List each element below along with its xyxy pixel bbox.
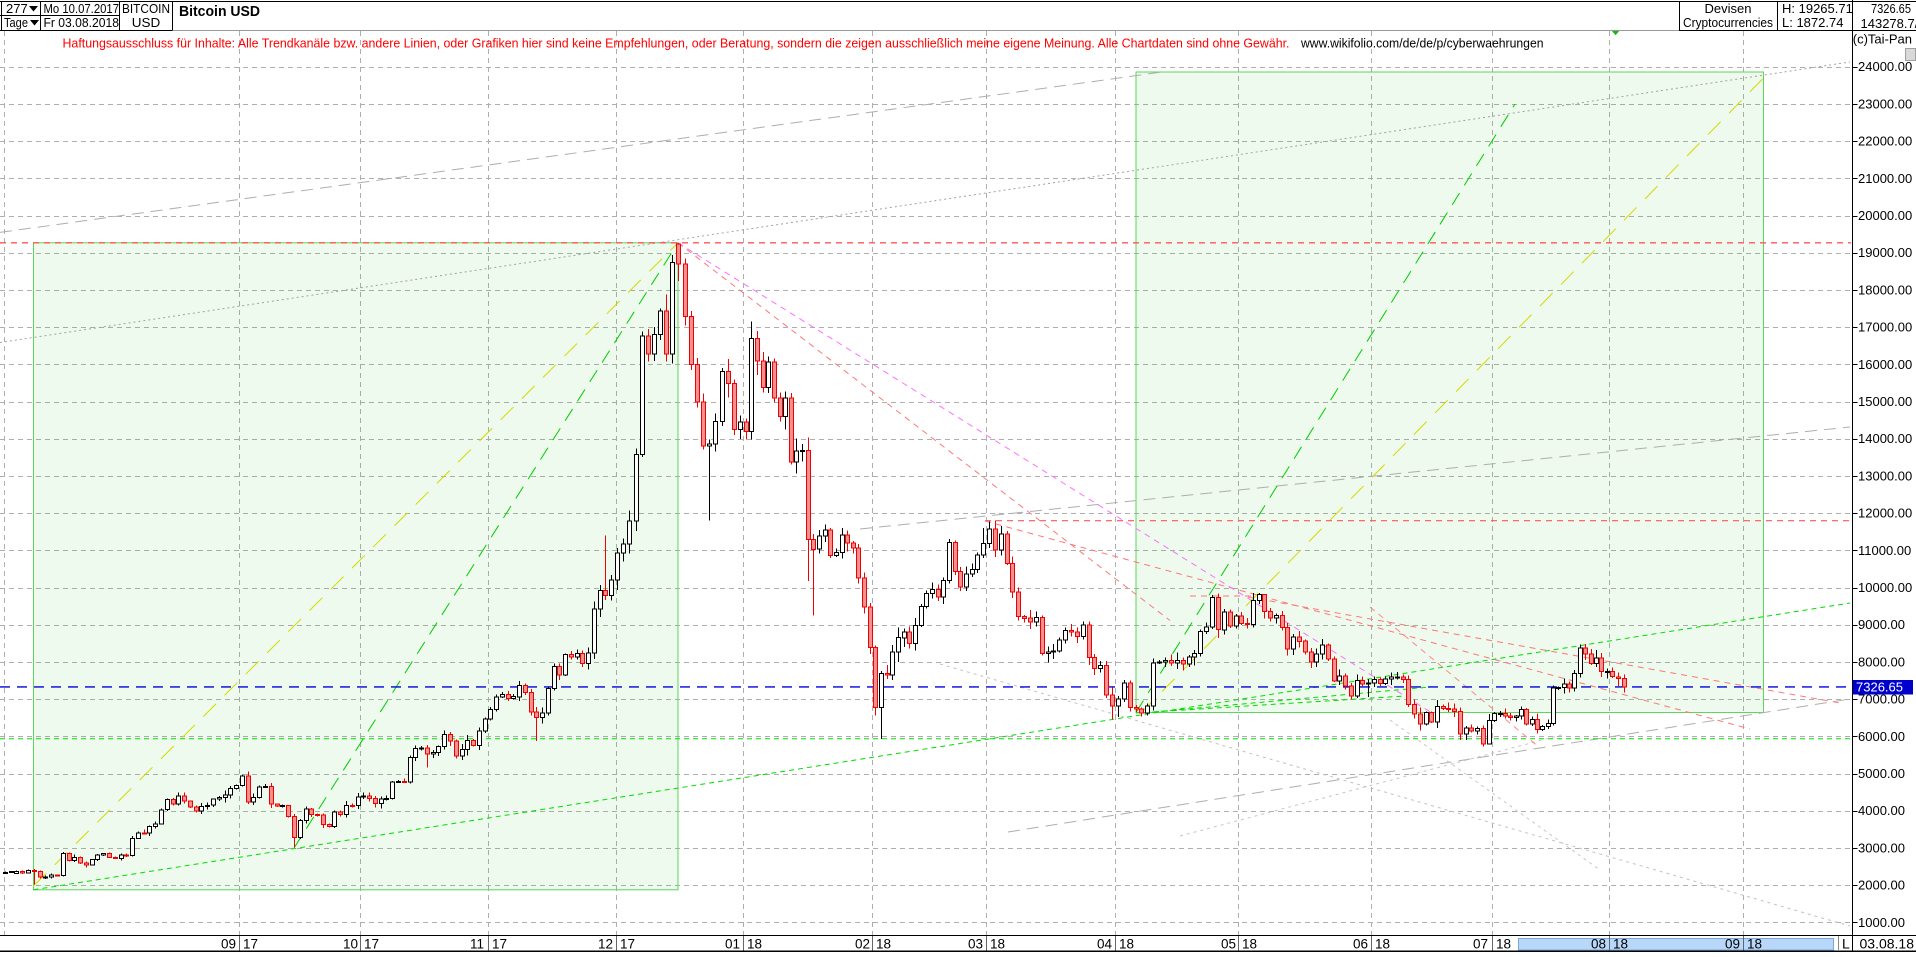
svg-text:18: 18 [876, 937, 891, 952]
svg-text:Fr 03.08.2018: Fr 03.08.2018 [44, 15, 120, 30]
svg-text:17: 17 [243, 937, 258, 952]
svg-text:Devisen: Devisen [1705, 1, 1752, 16]
svg-text:9000.00: 9000.00 [1858, 617, 1905, 632]
svg-text:21000.00: 21000.00 [1858, 171, 1912, 186]
svg-text:18: 18 [990, 937, 1005, 952]
svg-text:12000.00: 12000.00 [1858, 506, 1912, 521]
svg-text:11: 11 [470, 937, 484, 952]
svg-text:17: 17 [364, 937, 379, 952]
svg-text:16000.00: 16000.00 [1858, 357, 1912, 372]
svg-text:02: 02 [855, 937, 870, 952]
svg-text:17: 17 [492, 937, 507, 952]
svg-text:08: 08 [1591, 937, 1606, 952]
svg-text:03: 03 [968, 937, 983, 952]
svg-text:18: 18 [747, 937, 762, 952]
svg-text:10: 10 [343, 937, 358, 952]
svg-text:04: 04 [1097, 937, 1113, 952]
svg-text:7326.65: 7326.65 [1856, 680, 1903, 695]
svg-text:18: 18 [1242, 937, 1257, 952]
svg-text:06: 06 [1353, 937, 1368, 952]
svg-text:24000.00: 24000.00 [1858, 59, 1912, 74]
svg-text:07: 07 [1473, 937, 1488, 952]
svg-text:11000.00: 11000.00 [1858, 543, 1911, 558]
svg-text:18: 18 [1119, 937, 1134, 952]
svg-text:10000.00: 10000.00 [1858, 580, 1912, 595]
svg-text:L: L [1842, 936, 1850, 952]
svg-text:L: 1872.74: L: 1872.74 [1782, 15, 1843, 30]
svg-text:3000.00: 3000.00 [1858, 840, 1905, 855]
svg-text:www.wikifolio.com/de/de/p/cybe: www.wikifolio.com/de/de/p/cyberwaehrunge… [1300, 36, 1543, 51]
svg-text:09: 09 [221, 937, 236, 952]
svg-text:13000.00: 13000.00 [1858, 468, 1912, 483]
svg-text:17: 17 [620, 937, 635, 952]
svg-text:8000.00: 8000.00 [1858, 654, 1905, 669]
svg-text:23000.00: 23000.00 [1858, 96, 1912, 111]
svg-text:143278.7/: 143278.7/ [1861, 16, 1916, 31]
svg-text:14000.00: 14000.00 [1858, 431, 1912, 446]
svg-text:1000.00: 1000.00 [1858, 915, 1905, 930]
svg-text:5000.00: 5000.00 [1858, 766, 1905, 781]
svg-text:17000.00: 17000.00 [1858, 320, 1912, 335]
svg-text:22000.00: 22000.00 [1858, 134, 1912, 149]
svg-text:2000.00: 2000.00 [1858, 878, 1905, 893]
svg-text:Haftungsausschluss für Inhalte: Haftungsausschluss für Inhalte: Alle Tre… [63, 36, 1290, 51]
svg-text:09: 09 [1725, 937, 1740, 952]
svg-text:19000.00: 19000.00 [1858, 245, 1912, 260]
svg-text:(c)Tai-Pan: (c)Tai-Pan [1853, 32, 1912, 47]
svg-text:Mo 10.07.2017: Mo 10.07.2017 [44, 1, 120, 16]
svg-text:BITCOIN: BITCOIN [122, 1, 170, 16]
svg-text:7326.65: 7326.65 [1871, 1, 1911, 16]
svg-text:18: 18 [1613, 937, 1628, 952]
svg-text:4000.00: 4000.00 [1858, 803, 1905, 818]
svg-text:277: 277 [6, 1, 28, 16]
svg-text:Tage: Tage [4, 15, 28, 30]
svg-text:Cryptocurrencies: Cryptocurrencies [1683, 15, 1773, 30]
svg-text:20000.00: 20000.00 [1858, 208, 1912, 223]
svg-text:03.08.18: 03.08.18 [1860, 936, 1915, 952]
svg-text:18000.00: 18000.00 [1858, 282, 1912, 297]
svg-text:6000.00: 6000.00 [1858, 729, 1905, 744]
svg-text:18: 18 [1747, 937, 1762, 952]
svg-text:H: 19265.71: H: 19265.71 [1782, 1, 1853, 16]
svg-text:USD: USD [132, 15, 161, 30]
svg-text:01: 01 [725, 937, 740, 952]
svg-text:18: 18 [1496, 937, 1511, 952]
svg-text:18: 18 [1375, 937, 1390, 952]
svg-text:15000.00: 15000.00 [1858, 394, 1912, 409]
svg-text:05: 05 [1221, 937, 1236, 952]
svg-text:12: 12 [598, 937, 613, 952]
svg-text:Bitcoin USD: Bitcoin USD [179, 3, 260, 20]
